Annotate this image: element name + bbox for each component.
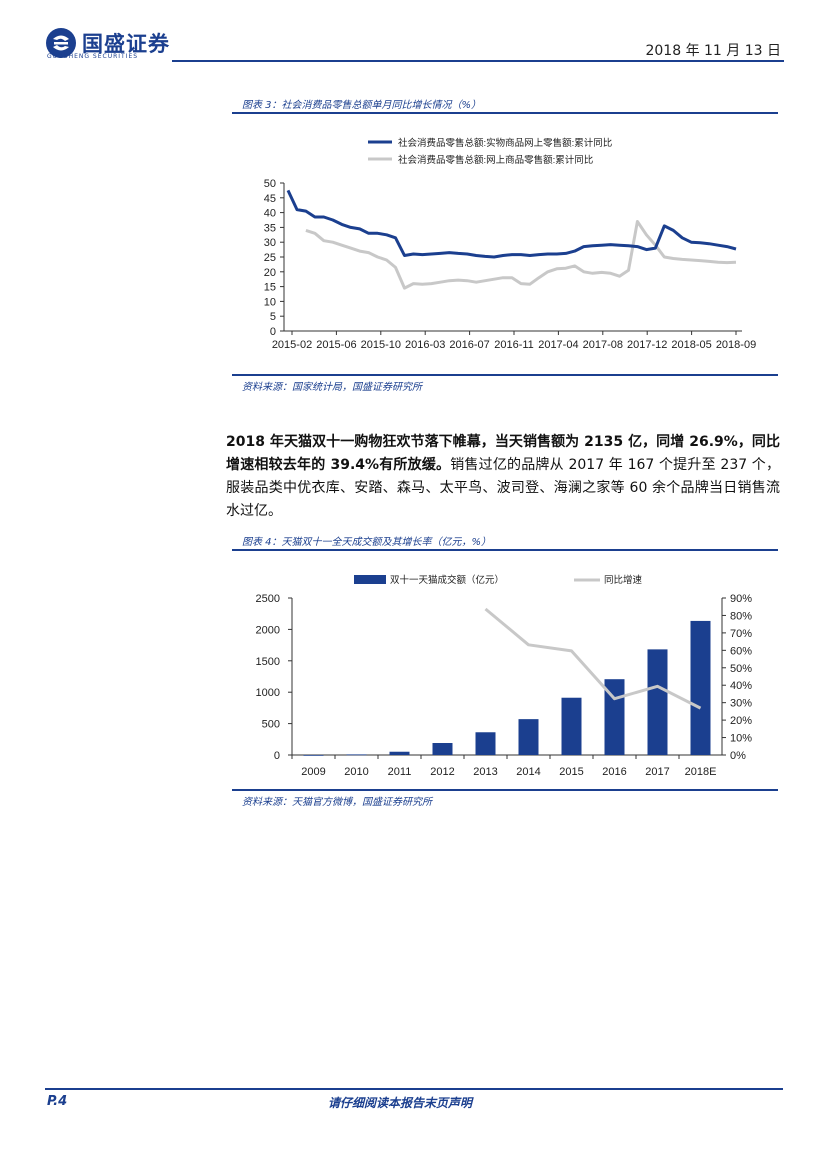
x-tick-label: 2015-10	[361, 339, 401, 351]
x-tick-label: 2015	[559, 766, 583, 778]
figure4-bottom-rule	[232, 789, 778, 791]
logo-name: 国盛证券	[82, 32, 170, 56]
paragraph-normal: 销售过亿的品牌从 2017 年 167 个提升至 237 个，服装品类中优衣库、…	[226, 457, 780, 519]
figure3-top-rule	[232, 112, 778, 114]
bar-2014	[518, 719, 539, 755]
bar-2011	[389, 751, 410, 755]
bar-2010	[346, 754, 367, 756]
figure4-source: 资料来源：天猫官方微博，国盛证券研究所	[242, 797, 432, 808]
y-tick-label: 30	[264, 237, 276, 249]
footer-rule	[45, 1088, 783, 1090]
growth-rate-line	[484, 607, 702, 710]
y-tick-label: 35	[264, 222, 276, 234]
logo-subtitle: GUOSHENG SECURITIES	[47, 53, 139, 60]
y-tick-label-left: 1500	[256, 656, 280, 668]
x-tick-label: 2011	[388, 766, 412, 778]
retail-growth-line-chart: 社会消费品零售总额:实物商品网上零售额:累计同比社会消费品零售总额:网上商品零售…	[264, 137, 756, 351]
legend-label-line: 同比增速	[604, 574, 643, 586]
figure4-top-rule	[232, 549, 778, 551]
figure3-title: 图表 3：社会消费品零售总额单月同比增长情况（%）	[242, 100, 482, 111]
report-date: 2018 年 11 月 13 日	[645, 43, 781, 59]
x-tick-label: 2018-05	[671, 339, 711, 351]
x-tick-label: 2010	[344, 766, 368, 778]
x-tick-label: 2016	[602, 766, 626, 778]
x-tick-label: 2009	[301, 766, 325, 778]
y-tick-label: 45	[264, 193, 276, 205]
body-paragraph: 2018 年天猫双十一购物狂欢节落下帷幕，当天销售额为 2135 亿，同增 26…	[226, 431, 780, 523]
logo-icon	[46, 28, 76, 58]
tmall-gmv-bar-chart: 双十一天猫成交额（亿元） 同比增速 0 500 1000 1500 2000 2500 0% 10…	[256, 574, 753, 778]
x-tick-label: 2017-12	[627, 339, 667, 351]
bar-2017	[647, 649, 668, 755]
y-tick-label-right: 50%	[730, 663, 752, 675]
y-tick-label: 25	[264, 252, 276, 264]
x-tick-label: 2018E	[685, 766, 717, 778]
y-tick-label-right: 80%	[730, 610, 752, 622]
y-tick-label-right: 60%	[730, 645, 752, 657]
figure3-source: 资料来源：国家统计局，国盛证券研究所	[242, 382, 422, 393]
x-tick-label: 2017-08	[583, 339, 623, 351]
y-tick-label-left: 0	[274, 750, 280, 762]
bar-2012	[432, 743, 453, 755]
x-tick-label: 2015-06	[316, 339, 356, 351]
y-tick-label: 50	[264, 178, 276, 190]
bar-2018E	[690, 620, 711, 755]
y-tick-label-right: 40%	[730, 680, 752, 692]
x-tick-label: 2013	[473, 766, 497, 778]
y-tick-label-right: 30%	[730, 698, 752, 710]
y-tick-label: 0	[270, 326, 276, 338]
x-tick-label: 2017-04	[538, 339, 578, 351]
x-tick-label: 2012	[430, 766, 454, 778]
y-tick-label-right: 0%	[730, 750, 746, 762]
figure4-title: 图表 4：天猫双十一全天成交额及其增长率（亿元，%）	[242, 537, 492, 548]
y-tick-label: 40	[264, 208, 276, 220]
legend-label-bar: 双十一天猫成交额（亿元）	[390, 574, 504, 586]
y-tick-label-right: 20%	[730, 715, 752, 727]
y-tick-label-right: 10%	[730, 733, 752, 745]
series-line-1	[286, 189, 737, 259]
x-tick-label: 2016-03	[405, 339, 445, 351]
x-tick-label: 2018-09	[716, 339, 756, 351]
legend-label-2: 社会消费品零售总额:网上商品零售额:累计同比	[398, 154, 593, 166]
legend-swatch-bar	[354, 575, 386, 584]
y-tick-label: 10	[264, 296, 276, 308]
bar-2009	[303, 754, 324, 756]
x-tick-label: 2016-11	[494, 339, 534, 351]
series-line-2	[305, 220, 737, 290]
header-rule	[172, 60, 784, 62]
page-number: P.4	[47, 1094, 68, 1109]
paragraph-bold: 2018 年天猫双十一购物狂欢节落下帷幕，当天销售额为 2135 亿，同增 26…	[226, 434, 780, 473]
bar-2015	[561, 697, 582, 755]
y-tick-label-left: 1000	[256, 687, 280, 699]
figure3-bottom-rule	[232, 374, 778, 376]
y-tick-label: 20	[264, 267, 276, 279]
y-tick-label-right: 90%	[730, 593, 752, 605]
y-tick-label-left: 500	[262, 719, 280, 731]
bar-2013	[475, 732, 496, 755]
y-tick-label: 5	[270, 311, 276, 323]
y-tick-label-left: 2500	[256, 593, 280, 605]
x-tick-label: 2014	[516, 766, 540, 778]
x-tick-label: 2017	[645, 766, 669, 778]
x-tick-label: 2016-07	[449, 339, 489, 351]
footer-disclaimer: 请仔细阅读本报告末页声明	[328, 1096, 473, 1110]
y-tick-label-left: 2000	[256, 624, 280, 636]
legend-label-1: 社会消费品零售总额:实物商品网上零售额:累计同比	[398, 137, 612, 149]
y-tick-label-right: 70%	[730, 628, 752, 640]
x-tick-label: 2015-02	[272, 339, 312, 351]
y-tick-label: 15	[264, 282, 276, 294]
